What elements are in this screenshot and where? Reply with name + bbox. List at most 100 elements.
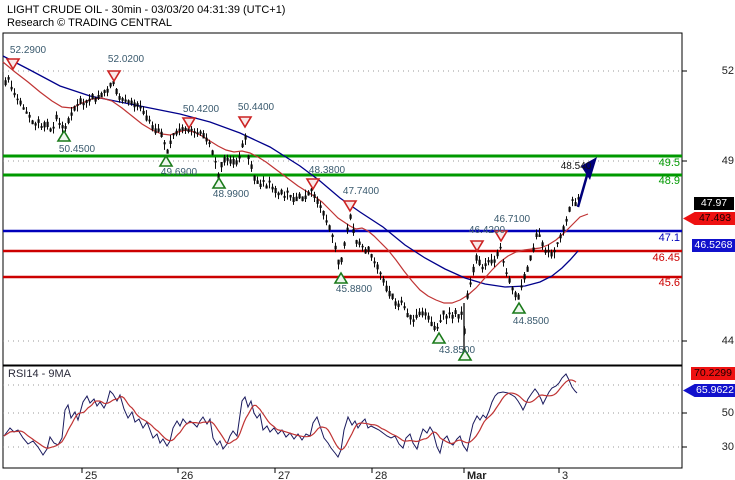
rsi-badge: 70.2299 bbox=[691, 367, 735, 380]
candle-body bbox=[124, 99, 127, 102]
candle-body bbox=[400, 300, 403, 303]
candle-body bbox=[82, 102, 85, 106]
candle-body bbox=[319, 205, 322, 208]
candle-body bbox=[559, 234, 562, 239]
candle-body bbox=[493, 259, 496, 263]
candle-body bbox=[412, 319, 415, 322]
ma-fast-line bbox=[2, 61, 589, 304]
pivot-up-triangle-icon bbox=[158, 154, 174, 167]
candle-body bbox=[136, 103, 139, 107]
candle-body bbox=[469, 282, 472, 285]
rsi-line bbox=[3, 373, 578, 458]
candle-body bbox=[145, 115, 148, 121]
candle-body bbox=[370, 254, 373, 258]
candle-body bbox=[532, 247, 535, 252]
candle-body bbox=[13, 92, 16, 96]
candle-body bbox=[49, 128, 52, 132]
candle-body bbox=[472, 266, 475, 273]
candle-body bbox=[499, 246, 502, 249]
candle-body bbox=[184, 127, 187, 131]
candle-body bbox=[79, 98, 82, 104]
candle-body bbox=[376, 264, 379, 270]
candle-body bbox=[421, 311, 424, 316]
candle-body bbox=[382, 278, 385, 283]
candle-body bbox=[118, 96, 121, 100]
candle-body bbox=[529, 255, 532, 261]
candle-body bbox=[202, 133, 205, 139]
candle-body bbox=[229, 159, 232, 164]
candle-body bbox=[295, 196, 298, 202]
candle-body bbox=[247, 155, 250, 160]
candle-body bbox=[106, 88, 109, 93]
candle-body bbox=[451, 314, 454, 319]
candle-body bbox=[334, 245, 337, 250]
candle-body bbox=[4, 80, 7, 86]
candle-body bbox=[568, 206, 571, 212]
candle-body bbox=[367, 246, 370, 252]
candle-body bbox=[550, 252, 553, 257]
candle-body bbox=[496, 252, 499, 257]
candle-body bbox=[547, 250, 550, 253]
candle-body bbox=[340, 257, 343, 263]
candle-body bbox=[133, 102, 136, 108]
candle-body bbox=[181, 127, 184, 131]
candle-body bbox=[67, 118, 70, 124]
candle-body bbox=[478, 259, 481, 266]
pivot-up-triangle-icon bbox=[457, 348, 473, 361]
candle-body bbox=[484, 263, 487, 267]
candle-body bbox=[286, 190, 289, 193]
candle-body bbox=[61, 125, 64, 129]
price-badge: 47.493 bbox=[683, 212, 735, 225]
candle-body bbox=[535, 233, 538, 238]
candle-body bbox=[274, 188, 277, 194]
chart-subtitle: Research © TRADING CENTRAL bbox=[7, 17, 172, 29]
candle-body bbox=[73, 106, 76, 111]
candle-body bbox=[88, 98, 91, 102]
candle-body bbox=[292, 197, 295, 202]
candle-body bbox=[196, 132, 199, 135]
candle-body bbox=[157, 128, 160, 132]
candle-body bbox=[76, 103, 79, 106]
candle-body bbox=[562, 226, 565, 231]
pivot-up-triangle-icon bbox=[431, 331, 447, 344]
candle-body bbox=[103, 90, 106, 94]
candle-body bbox=[109, 82, 112, 87]
candle-body bbox=[250, 164, 253, 169]
candle-body bbox=[571, 199, 574, 201]
candle-body bbox=[541, 242, 544, 246]
pivot-up-triangle-icon bbox=[211, 176, 227, 189]
pivot-down-triangle-icon bbox=[305, 178, 321, 191]
candle-body bbox=[169, 140, 172, 144]
pivot-down-triangle-icon bbox=[469, 240, 485, 253]
candle-body bbox=[34, 123, 37, 126]
candle-body bbox=[223, 157, 226, 163]
candle-body bbox=[46, 121, 49, 128]
candle-body bbox=[538, 234, 541, 237]
candle-body bbox=[574, 202, 577, 207]
candle-body bbox=[166, 149, 169, 154]
candle-body bbox=[85, 100, 88, 104]
candle-body bbox=[256, 180, 259, 184]
rsi-panel-border bbox=[2, 365, 683, 469]
candle-body bbox=[19, 100, 22, 105]
candle-body bbox=[556, 242, 559, 245]
candle-body bbox=[430, 321, 433, 327]
candle-body bbox=[160, 131, 163, 138]
pivot-up-triangle-icon bbox=[511, 301, 527, 314]
candle-body bbox=[436, 326, 439, 329]
candle-body bbox=[70, 112, 73, 116]
candle-body bbox=[544, 250, 547, 253]
candle-body bbox=[427, 315, 430, 320]
candle-body bbox=[385, 285, 388, 292]
candle-body bbox=[409, 314, 412, 320]
candle-body bbox=[58, 122, 61, 125]
candle-body bbox=[253, 175, 256, 181]
candle-body bbox=[361, 245, 364, 248]
candle-body bbox=[91, 94, 94, 100]
candle-body bbox=[388, 290, 391, 297]
ma-slow-line bbox=[2, 55, 579, 288]
pivot-down-triangle-icon bbox=[181, 117, 197, 130]
candle-body bbox=[331, 234, 334, 238]
candle-body bbox=[130, 100, 133, 105]
